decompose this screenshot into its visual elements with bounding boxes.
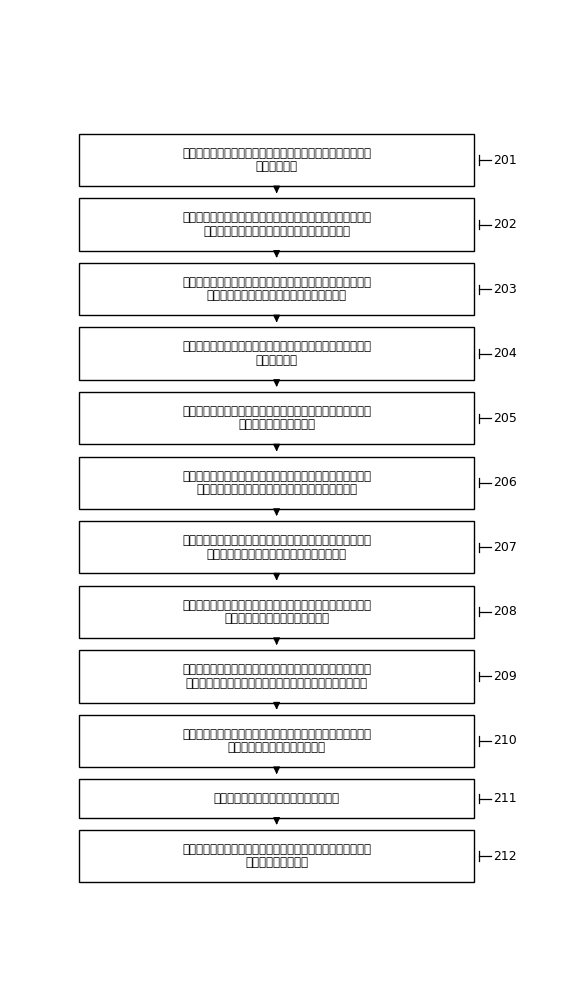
Text: 对应的数据仓库来源表的表名，构建数据仓库表血缘关系图: 对应的数据仓库来源表的表名，构建数据仓库表血缘关系图 bbox=[186, 677, 368, 690]
Bar bbox=[79, 650, 474, 703]
Text: 缘关系图显示给用户: 缘关系图显示给用户 bbox=[245, 856, 308, 869]
Text: 应的导入路径: 应的导入路径 bbox=[255, 354, 298, 367]
Text: 服务器将访问数据仓库目的表的数据仓库操作语句存储在数据: 服务器将访问数据仓库目的表的数据仓库操作语句存储在数据 bbox=[182, 728, 371, 741]
Bar bbox=[79, 586, 474, 638]
Text: 服务器根据每个数据仓库目的表的表名和每个数据仓库目的表: 服务器根据每个数据仓库目的表的表名和每个数据仓库目的表 bbox=[182, 663, 371, 676]
Text: 路径的数据仓库操作语句: 路径的数据仓库操作语句 bbox=[238, 418, 315, 431]
Bar bbox=[79, 521, 474, 573]
Text: 212: 212 bbox=[493, 850, 516, 863]
Text: 服务器解析访问数据仓库的每个数据仓库操作语句，得到每个: 服务器解析访问数据仓库的每个数据仓库操作语句，得到每个 bbox=[182, 211, 371, 224]
Text: 服务器将数据仓库血缘关系图发送给终端: 服务器将数据仓库血缘关系图发送给终端 bbox=[214, 792, 340, 805]
Text: 205: 205 bbox=[493, 412, 517, 425]
Text: 201: 201 bbox=[493, 154, 516, 167]
Text: 仓库目的表的表名对应的节点中: 仓库目的表的表名对应的节点中 bbox=[227, 741, 325, 754]
Text: 服务器解析访问数据仓库的每个数据仓库操作语句，得到访问: 服务器解析访问数据仓库的每个数据仓库操作语句，得到访问 bbox=[182, 276, 371, 289]
Text: 203: 203 bbox=[493, 283, 516, 296]
Text: 仓库操作语句: 仓库操作语句 bbox=[255, 160, 298, 173]
Text: 终端接收服务器发送的数据仓库血缘关系图，并将数据仓库血: 终端接收服务器发送的数据仓库血缘关系图，并将数据仓库血 bbox=[182, 843, 371, 856]
Text: 206: 206 bbox=[493, 476, 516, 489]
Bar bbox=[79, 779, 474, 818]
Text: 目的表的表名的对应关系存储在对应关系表中: 目的表的表名的对应关系存储在对应关系表中 bbox=[206, 548, 347, 561]
Text: 服务器绑定任务类型为导入类型的数据仓库操作语句和任务类: 服务器绑定任务类型为导入类型的数据仓库操作语句和任务类 bbox=[182, 470, 371, 483]
Text: 208: 208 bbox=[493, 605, 517, 618]
Text: 204: 204 bbox=[493, 347, 516, 360]
Text: 服务器根据对应关系表，获取对应关系表中的每个数据仓库目: 服务器根据对应关系表，获取对应关系表中的每个数据仓库目 bbox=[182, 599, 371, 612]
Text: 202: 202 bbox=[493, 218, 516, 231]
Bar bbox=[79, 198, 474, 251]
Text: 数据仓库的每个数据仓库操作语句的任务类型: 数据仓库的每个数据仓库操作语句的任务类型 bbox=[206, 289, 347, 302]
Text: 服务器根据该导入路径获取任务类型为分析类型且具有该导入: 服务器根据该导入路径获取任务类型为分析类型且具有该导入 bbox=[182, 405, 371, 418]
Bar bbox=[79, 830, 474, 882]
Text: 210: 210 bbox=[493, 734, 516, 747]
Text: 211: 211 bbox=[493, 792, 516, 805]
Bar bbox=[79, 457, 474, 509]
Text: 型为分析类型且具有该导入路径的数据仓库操作语句: 型为分析类型且具有该导入路径的数据仓库操作语句 bbox=[196, 483, 357, 496]
Text: 服务器从数据仓库中获取每一个业务点的访问数据仓库的数据: 服务器从数据仓库中获取每一个业务点的访问数据仓库的数据 bbox=[182, 147, 371, 160]
Text: 服务器将每个数据仓库操作语句的语句标识与访问的数据仓库: 服务器将每个数据仓库操作语句的语句标识与访问的数据仓库 bbox=[182, 534, 371, 547]
Bar bbox=[79, 715, 474, 767]
Text: 数据仓库操作语句访问的数据仓库目的表的表名: 数据仓库操作语句访问的数据仓库目的表的表名 bbox=[203, 225, 350, 238]
Bar bbox=[79, 134, 474, 186]
Text: 207: 207 bbox=[493, 541, 517, 554]
Text: 服务器获取任务类型为导入类型的数据仓库操作语句和与之对: 服务器获取任务类型为导入类型的数据仓库操作语句和与之对 bbox=[182, 340, 371, 353]
Bar bbox=[79, 392, 474, 444]
Bar bbox=[79, 263, 474, 315]
Text: 的表对应的数据仓库来源表的表名: 的表对应的数据仓库来源表的表名 bbox=[224, 612, 329, 625]
Text: 209: 209 bbox=[493, 670, 516, 683]
Bar bbox=[79, 327, 474, 380]
